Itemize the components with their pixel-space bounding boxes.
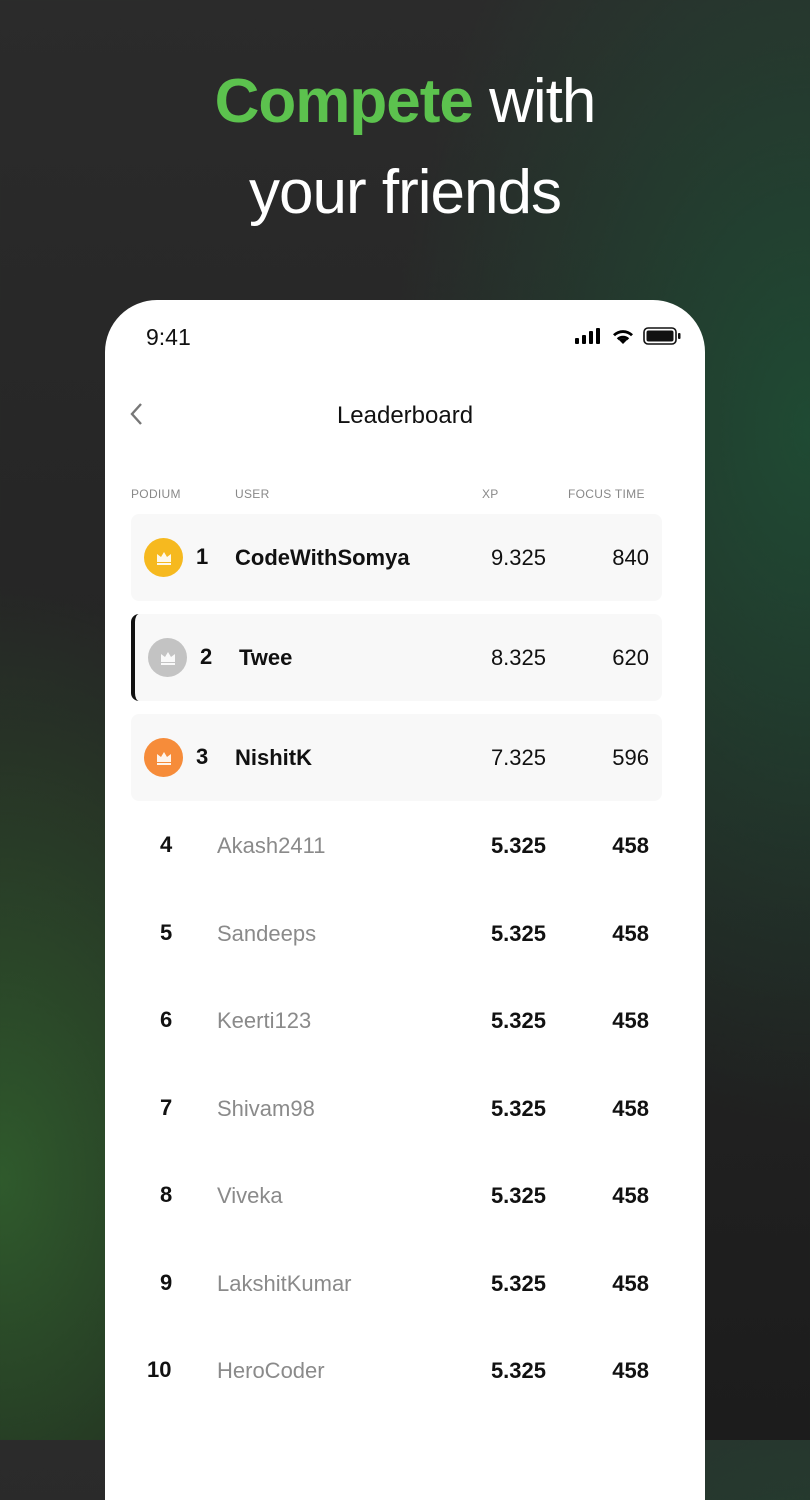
rank: 4 [160,832,173,857]
user-name: Shivam98 [217,1095,315,1121]
focus-time-value: 458 [612,1270,649,1296]
crown-icon [156,551,171,565]
user-name: Akash2411 [217,833,326,858]
user-name: Viveka [217,1183,283,1208]
podium-badge [144,538,183,577]
signal-icon [575,328,600,344]
battery-icon [643,327,681,345]
focus-time-value: 458 [612,920,649,946]
leaderboard-row[interactable]: 9 LakshitKumar 5.325 458 [131,1240,662,1327]
rank: 7 [160,1094,173,1120]
xp-value: 5.325 [490,1095,546,1121]
focus-time-value: 458 [612,1008,649,1033]
col-podium: PODIUM [131,487,181,501]
podium-badge [148,638,187,677]
leaderboard-row[interactable]: 10 HeroCoder 5.325 458 [131,1327,662,1414]
status-icons [575,327,681,345]
focus-time-value: 596 [612,745,649,770]
podium-badge [144,738,183,777]
xp-value: 9.325 [490,545,546,570]
xp-value: 5.325 [490,1358,546,1383]
page-title: Leaderboard [336,402,474,429]
xp-value: 5.325 [490,1008,546,1033]
focus-time-value: 620 [612,645,649,670]
phone-screen: 9:41 Leaderboard PODIUM USER XP FOCUS TI… [105,300,705,1500]
wifi-icon [613,329,633,344]
col-focus-time: FOCUS TIME [568,487,645,501]
focus-time-value: 458 [612,1358,649,1383]
rank: 2 [200,644,213,669]
col-user: USER [235,487,270,501]
col-xp: XP [482,487,499,501]
rank: 6 [160,1007,173,1032]
user-name: NishitK [235,745,312,770]
leaderboard-row-podium[interactable]: 1 CodeWithSomya 9.325 840 [131,514,662,601]
rank: 8 [160,1182,173,1207]
user-name: Keerti123 [217,1008,312,1033]
leaderboard-row-podium[interactable]: 3 NishitK 7.325 596 [131,714,662,801]
leaderboard-row[interactable]: 4 Akash2411 5.325 458 [131,802,662,889]
rank: 9 [160,1269,173,1295]
rank: 1 [196,544,209,569]
rank: 3 [196,744,209,769]
xp-value: 5.325 [490,833,546,858]
xp-value: 5.325 [490,1270,546,1296]
focus-time-value: 458 [612,1183,649,1208]
leaderboard-row-podium[interactable]: 2 Twee 8.325 620 [131,614,662,701]
focus-time-value: 840 [612,545,649,570]
user-name: CodeWithSomya [235,545,410,570]
user-name: LakshitKumar [217,1270,352,1296]
headline-line-1: Compete with [214,67,597,136]
leaderboard-row[interactable]: 6 Keerti123 5.325 458 [131,977,662,1064]
leaderboard-row[interactable]: 5 Sandeeps 5.325 458 [131,890,662,977]
leaderboard-row[interactable]: 8 Viveka 5.325 458 [131,1152,662,1239]
focus-time-value: 458 [612,833,649,858]
xp-value: 7.325 [490,745,546,770]
leaderboard-row[interactable]: 7 Shivam98 5.325 458 [131,1065,662,1152]
rank: 10 [147,1357,172,1382]
xp-value: 5.325 [490,1183,546,1208]
rank: 5 [160,919,173,945]
crown-icon [160,651,175,665]
focus-time-value: 458 [612,1095,649,1121]
user-name: HeroCoder [217,1358,325,1383]
user-name: Sandeeps [217,920,317,946]
user-name: Twee [239,645,293,670]
xp-value: 8.325 [490,645,546,670]
headline-line-2: your friends [249,158,562,227]
xp-value: 5.325 [490,920,546,946]
crown-icon [156,751,171,765]
back-button[interactable] [129,400,143,434]
status-time: 9:41 [146,324,191,350]
chevron-left-icon [130,403,142,425]
